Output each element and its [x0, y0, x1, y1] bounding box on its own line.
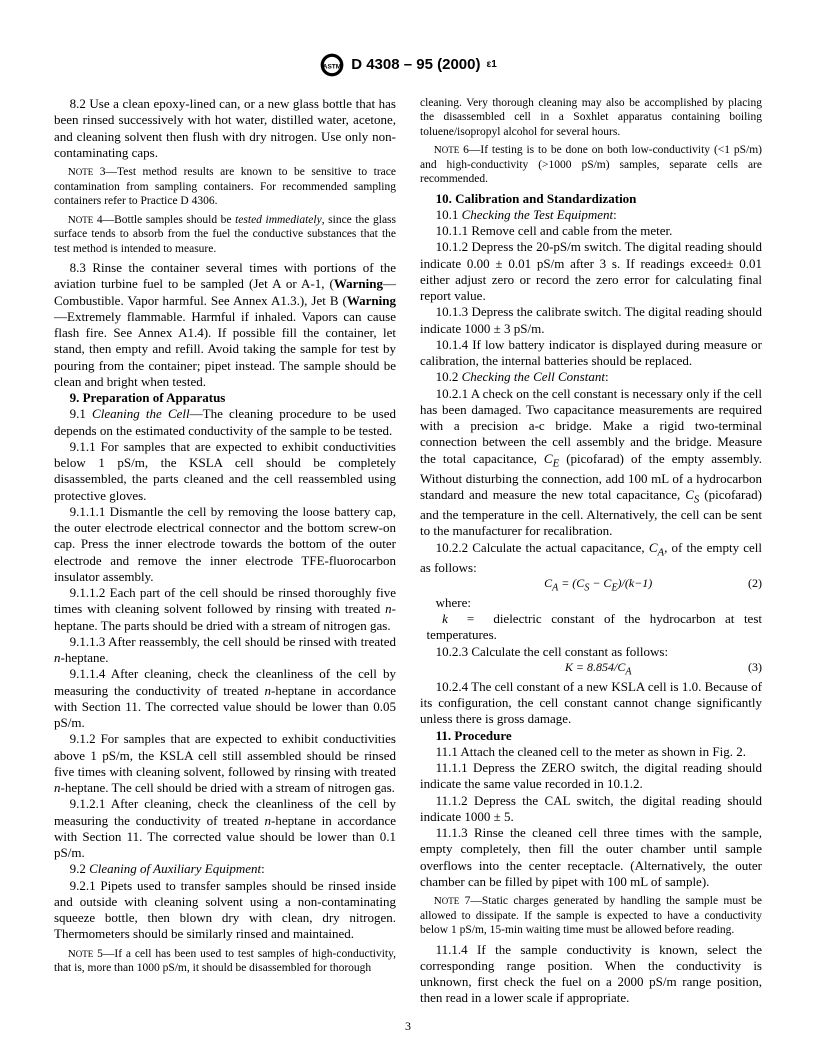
p-8.2: 8.2 Use a clean epoxy-lined can, or a ne… [54, 96, 396, 161]
designation: D 4308 – 95 (2000) [351, 56, 480, 75]
p-9.1.2.1: 9.1.2.1 After cleaning, check the cleanl… [54, 796, 396, 861]
page-number: 3 [0, 1019, 816, 1034]
p-9.1.1.1: 9.1.1.1 Dismantle the cell by removing t… [54, 504, 396, 585]
epsilon-sup: ε1 [486, 59, 496, 72]
p-10.2.3: 10.2.3 Calculate the cell constant as fo… [420, 644, 762, 660]
section-10-heading: 10. Calibration and Standardization [420, 191, 762, 207]
note-5-cont: cleaning. Very thorough cleaning may als… [420, 96, 762, 139]
p-10.1.2: 10.1.2 Depress the 20-pS/m switch. The d… [420, 239, 762, 304]
p-11.1: 11.1 Attach the cleaned cell to the mete… [420, 744, 762, 760]
equation-2: CA = (CS − CE)/(k−1)(2) [420, 576, 762, 595]
p-9.1.1.4: 9.1.1.4 After cleaning, check the cleanl… [54, 666, 396, 731]
p-10.1: 10.1 Checking the Test Equipment: [420, 207, 762, 223]
p-9.2.1: 9.2.1 Pipets used to transfer samples sh… [54, 878, 396, 943]
p-9.1.1.3: 9.1.1.3 After reassembly, the cell shoul… [54, 634, 396, 667]
note-3: NOTE NOTE 3—Test method results are know… [54, 165, 396, 209]
p-9.1.2: 9.1.2 For samples that are expected to e… [54, 731, 396, 796]
svg-text:ASTM: ASTM [323, 63, 341, 70]
equation-3: K = 8.854/CA(3) [420, 660, 762, 679]
p-10.1.4: 10.1.4 If low battery indicator is displ… [420, 337, 762, 370]
note-7: NOTE 7—Static charges generated by handl… [420, 894, 762, 938]
where-k: k = dielectric constant of the hydrocarb… [420, 611, 762, 644]
note-4: NOTE 4—Bottle samples should be tested i… [54, 213, 396, 257]
p-8.3: 8.3 Rinse the container several times wi… [54, 260, 396, 390]
p-9.1: 9.1 Cleaning the Cell—The cleaning proce… [54, 406, 396, 439]
p-10.1.1: 10.1.1 Remove cell and cable from the me… [420, 223, 762, 239]
p-11.1.2: 11.1.2 Depress the CAL switch, the digit… [420, 793, 762, 826]
p-11.1.1: 11.1.1 Depress the ZERO switch, the digi… [420, 760, 762, 793]
page-header: ASTM D 4308 – 95 (2000) ε1 [54, 52, 762, 78]
p-11.1.3: 11.1.3 Rinse the cleaned cell three time… [420, 825, 762, 890]
p-10.2.4: 10.2.4 The cell constant of a new KSLA c… [420, 679, 762, 728]
note-5: NOTE 5—If a cell has been used to test s… [54, 947, 396, 976]
note-6: NOTE 6—If testing is to be done on both … [420, 143, 762, 187]
where-label: where: [420, 595, 762, 611]
astm-logo: ASTM [319, 52, 345, 78]
p-10.2.2: 10.2.2 Calculate the actual capacitance,… [420, 540, 762, 576]
p-10.2: 10.2 Checking the Cell Constant: [420, 369, 762, 385]
p-9.2: 9.2 Cleaning of Auxiliary Equipment: [54, 861, 396, 877]
p-9.1.1.2: 9.1.1.2 Each part of the cell should be … [54, 585, 396, 634]
p-10.2.1: 10.2.1 A check on the cell constant is n… [420, 386, 762, 540]
section-11-heading: 11. Procedure [420, 728, 762, 744]
section-9-heading: 9. Preparation of Apparatus [54, 390, 396, 406]
p-10.1.3: 10.1.3 Depress the calibrate switch. The… [420, 304, 762, 337]
p-11.1.4: 11.1.4 If the sample conductivity is kno… [420, 942, 762, 1007]
p-9.1.1: 9.1.1 For samples that are expected to e… [54, 439, 396, 504]
body-columns: 8.2 Use a clean epoxy-lined can, or a ne… [54, 96, 762, 1007]
